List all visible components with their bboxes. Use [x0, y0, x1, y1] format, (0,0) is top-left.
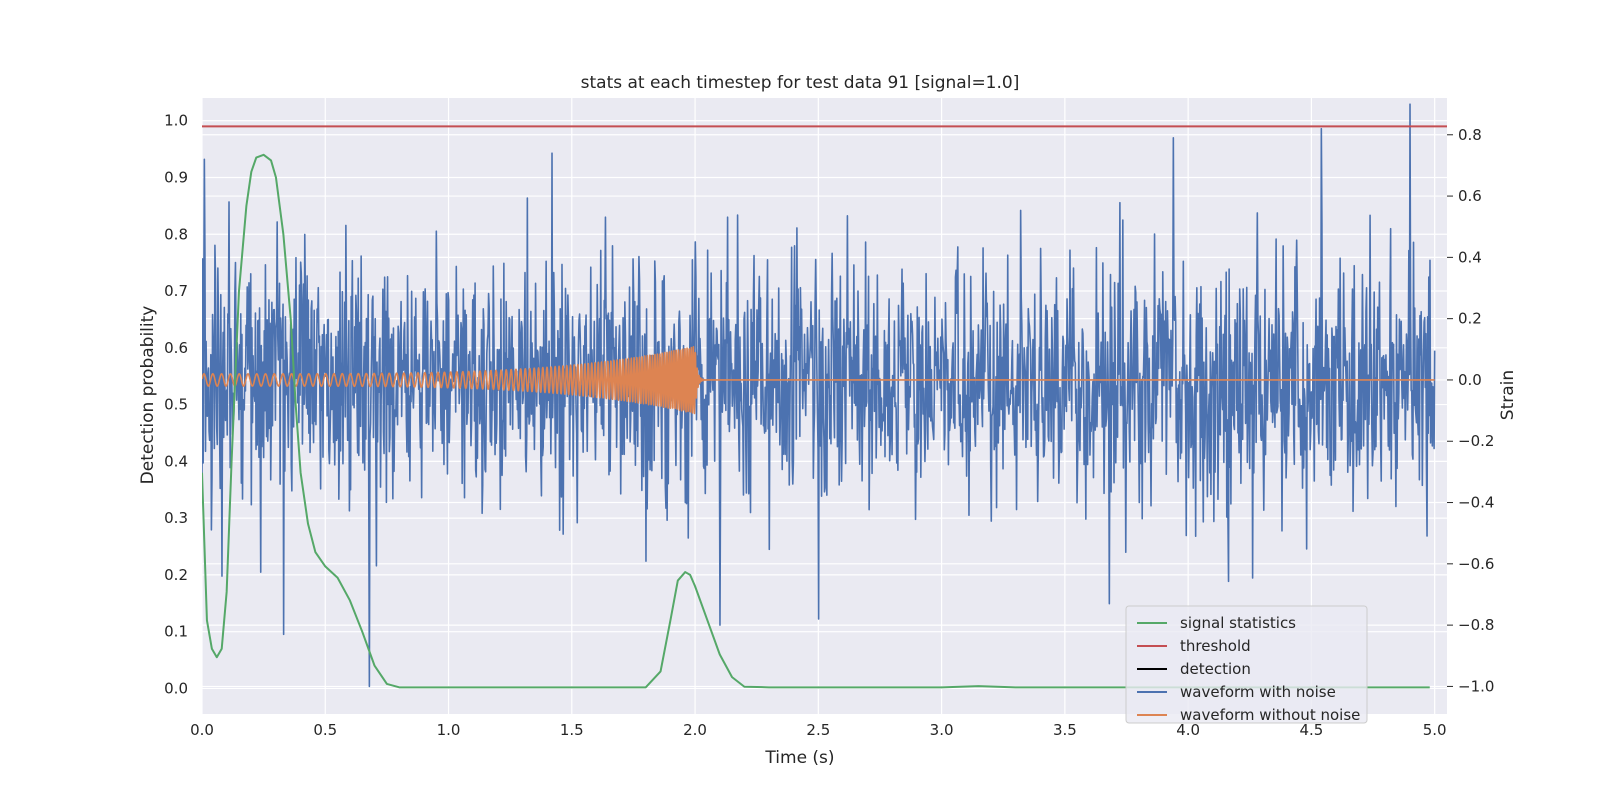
x-tick-label: 1.0	[437, 721, 461, 739]
x-tick-label: 3.5	[1053, 721, 1077, 739]
y2-tick-label: 0.6	[1458, 187, 1482, 205]
x-tick-label: 2.5	[806, 721, 830, 739]
y-tick-label: 0.8	[164, 225, 188, 243]
x-tick-label: 4.0	[1176, 721, 1200, 739]
x-tick-label: 0.5	[313, 721, 337, 739]
x-tick-label: 3.0	[930, 721, 954, 739]
y-tick-label: 0.7	[164, 282, 188, 300]
chart-title: stats at each timestep for test data 91 …	[581, 73, 1020, 93]
y2-tick-label: −0.6	[1458, 555, 1494, 573]
y-tick-label: 0.4	[164, 452, 188, 470]
legend-label: threshold	[1180, 637, 1251, 655]
series-waveform-with-noise	[202, 103, 1436, 688]
y2-tick-label: 0.2	[1458, 310, 1482, 328]
plot-area	[202, 103, 1447, 689]
x-tick-label: 1.5	[560, 721, 584, 739]
y-tick-label: 0.2	[164, 566, 188, 584]
legend-label: waveform with noise	[1180, 683, 1336, 701]
x-tick-label: 2.0	[683, 721, 707, 739]
y2-tick-label: −0.2	[1458, 432, 1494, 450]
x-tick-label: 0.0	[190, 721, 214, 739]
ticks: 0.0 0.5 1.0 1.5 2.0 2.5 3.0 3.5 4.0 4.5 5.0 0.0 0.1 0…	[164, 112, 1494, 739]
y2-tick-label: −1.0	[1458, 677, 1494, 695]
y2-tick-label: 0.0	[1458, 371, 1482, 389]
x-tick-label: 4.5	[1299, 721, 1323, 739]
y2-tick-label: 0.4	[1458, 248, 1482, 266]
y2-tick-label: −0.4	[1458, 494, 1494, 512]
y-axis-label: Detection probability	[138, 306, 158, 485]
x-axis-label: Time (s)	[764, 748, 834, 768]
y2-tick-label: 0.8	[1458, 126, 1482, 144]
y2-axis-label: Strain	[1498, 370, 1518, 420]
y-tick-label: 0.6	[164, 339, 188, 357]
legend-label: waveform without noise	[1180, 706, 1360, 724]
y-tick-label: 0.1	[164, 623, 188, 641]
legend-label: detection	[1180, 660, 1251, 678]
y-tick-label: 1.0	[164, 112, 188, 130]
x-tick-label: 5.0	[1423, 721, 1447, 739]
y-tick-label: 0.3	[164, 509, 188, 527]
y-tick-label: 0.5	[164, 396, 188, 414]
series-layer	[202, 103, 1447, 689]
legend-label: signal statistics	[1180, 614, 1296, 632]
y2-tick-label: −0.8	[1458, 616, 1494, 634]
y-tick-label: 0.0	[164, 679, 188, 697]
series-waveform-without-noise	[202, 345, 1436, 415]
series-signal-statistics	[202, 153, 1430, 689]
legend: signal statistics threshold detection wavef…	[1125, 605, 1368, 724]
y-tick-label: 0.9	[164, 168, 188, 186]
legend-box	[1125, 605, 1368, 724]
